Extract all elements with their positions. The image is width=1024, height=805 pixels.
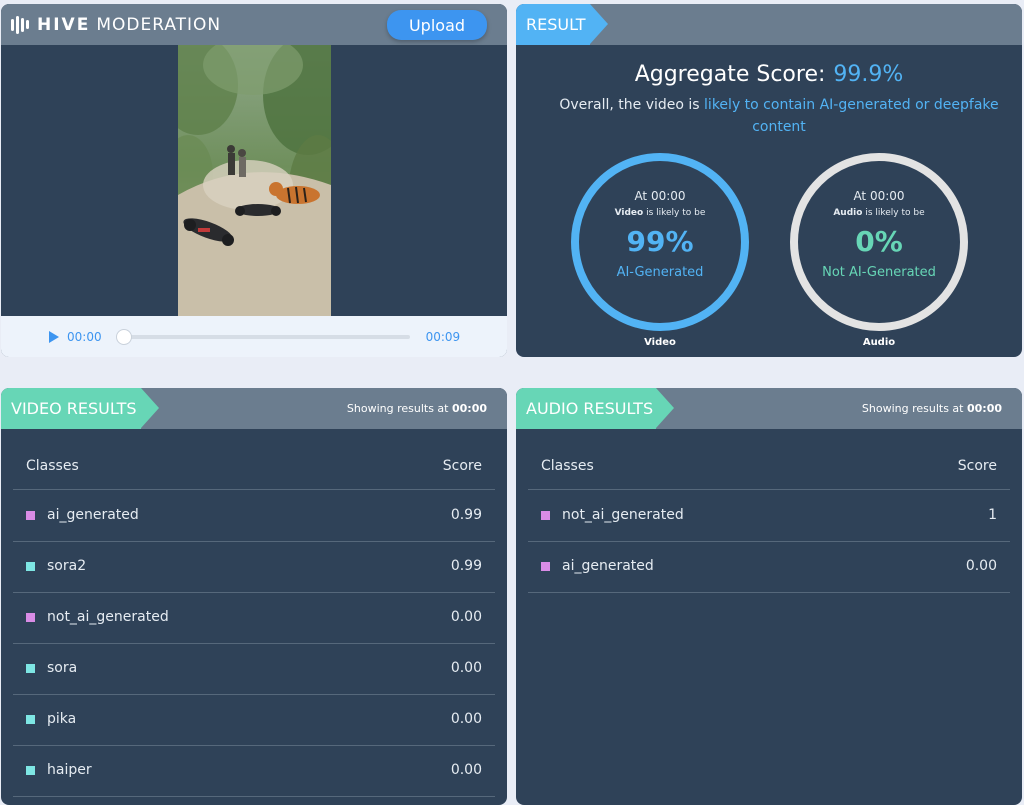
player-header: HIVE MODERATION Upload [1, 4, 507, 45]
video-score-ring: At 00:00 Video is likely to be 99% AI-Ge… [571, 153, 749, 331]
audio-results-header: AUDIO RESULTS Showing results at 00:00 [516, 388, 1022, 429]
audio-results-panel: AUDIO RESULTS Showing results at 00:00 C… [516, 388, 1022, 805]
video-ring-time: At 00:00 [579, 189, 741, 203]
result-tag: RESULT [516, 4, 590, 45]
overall-prefix: Overall, the video is [559, 97, 699, 113]
class-name: not_ai_generated [562, 507, 684, 523]
logo-moderation-text: MODERATION [96, 15, 221, 35]
video-frame[interactable] [178, 45, 331, 316]
class-color-swatch [26, 715, 35, 724]
audio-results-tag: AUDIO RESULTS [516, 388, 656, 429]
video-thumbnail [178, 45, 331, 316]
video-results-table: ai_generated 0.99 sora2 0.99 not_ai_generate… [13, 491, 495, 797]
class-score: 0.00 [451, 762, 482, 778]
video-results-tag: VIDEO RESULTS [1, 388, 141, 429]
class-score: 0.99 [451, 507, 482, 523]
class-score: 0.00 [451, 660, 482, 676]
table-row: sora 0.00 [13, 644, 495, 695]
class-name: ai_generated [47, 507, 139, 523]
audio-showing-prefix: Showing results at [862, 402, 964, 415]
logo-hive-text: HIVE [37, 15, 90, 35]
table-row: sora2 0.99 [13, 542, 495, 593]
video-ring-likely-text: is likely to be [646, 208, 705, 218]
audio-ring-time: At 00:00 [798, 189, 960, 203]
overall-summary: Overall, the video is likely to contain … [534, 94, 1022, 138]
video-viewport[interactable] [1, 45, 507, 316]
video-results-showing: Showing results at 00:00 [347, 402, 487, 415]
video-player-panel: HIVE MODERATION Upload [1, 4, 507, 357]
video-ring-likely: Video is likely to be [579, 208, 741, 218]
class-name: haiper [47, 762, 92, 778]
video-col-classes: Classes [26, 458, 79, 474]
table-row: not_ai_generated 1 [528, 491, 1010, 542]
class-score: 0.99 [451, 558, 482, 574]
table-row: pika 0.00 [13, 695, 495, 746]
audio-ring-label: Not AI-Generated [798, 265, 960, 280]
video-ring-kind: Video [615, 208, 644, 218]
video-col-score: Score [443, 458, 482, 474]
video-showing-prefix: Showing results at [347, 402, 449, 415]
class-color-swatch [26, 511, 35, 520]
aggregate-score-label: Aggregate Score: [635, 62, 826, 87]
video-ring-label: AI-Generated [579, 265, 741, 280]
hive-logo: HIVE MODERATION [11, 15, 221, 35]
class-color-swatch [26, 664, 35, 673]
overall-highlight: likely to contain AI-generated or deepfa… [704, 97, 999, 135]
video-table-header: Classes Score [13, 450, 495, 490]
audio-score-ring: At 00:00 Audio is likely to be 0% Not AI… [790, 153, 968, 331]
class-score: 0.00 [451, 609, 482, 625]
video-ring-caption: Video [610, 337, 710, 348]
class-score: 0.00 [966, 558, 997, 574]
seek-thumb[interactable] [116, 329, 132, 345]
seek-bar[interactable] [122, 335, 410, 339]
current-time: 00:00 [67, 330, 102, 344]
audio-col-classes: Classes [541, 458, 594, 474]
table-row: ai_generated 0.99 [13, 491, 495, 542]
class-name: ai_generated [562, 558, 654, 574]
aggregate-score-value: 99.9% [833, 62, 903, 87]
result-header: RESULT [516, 4, 1022, 45]
class-color-swatch [541, 562, 550, 571]
audio-ring-likely: Audio is likely to be [798, 208, 960, 218]
audio-col-score: Score [958, 458, 997, 474]
audio-ring-kind: Audio [833, 208, 862, 218]
player-controls: 00:00 00:09 [1, 316, 507, 357]
audio-ring-caption: Audio [829, 337, 929, 348]
class-name: sora [47, 660, 77, 676]
class-color-swatch [26, 562, 35, 571]
video-results-panel: VIDEO RESULTS Showing results at 00:00 C… [1, 388, 507, 805]
upload-button[interactable]: Upload [387, 10, 487, 40]
audio-showing-time: 00:00 [967, 402, 1002, 415]
play-icon[interactable] [49, 331, 59, 343]
class-color-swatch [26, 613, 35, 622]
audio-results-showing: Showing results at 00:00 [862, 402, 1002, 415]
audio-table-header: Classes Score [528, 450, 1010, 490]
class-score: 1 [988, 507, 997, 523]
table-row: ai_generated 0.00 [528, 542, 1010, 593]
hive-logo-icon [11, 16, 29, 34]
audio-ring-percent: 0% [798, 225, 960, 258]
class-name: sora2 [47, 558, 86, 574]
video-showing-time: 00:00 [452, 402, 487, 415]
table-row: haiper 0.00 [13, 746, 495, 797]
class-name: pika [47, 711, 76, 727]
table-row: not_ai_generated 0.00 [13, 593, 495, 644]
video-ring-percent: 99% [579, 225, 741, 258]
video-results-header: VIDEO RESULTS Showing results at 00:00 [1, 388, 507, 429]
duration: 00:09 [426, 330, 461, 344]
class-color-swatch [541, 511, 550, 520]
audio-results-table: not_ai_generated 1 ai_generated 0.00 [528, 491, 1010, 593]
result-panel: RESULT Aggregate Score: 99.9% Overall, th… [516, 4, 1022, 357]
class-name: not_ai_generated [47, 609, 169, 625]
class-score: 0.00 [451, 711, 482, 727]
audio-ring-likely-text: is likely to be [865, 208, 924, 218]
class-color-swatch [26, 766, 35, 775]
aggregate-score: Aggregate Score: 99.9% [516, 62, 1022, 87]
